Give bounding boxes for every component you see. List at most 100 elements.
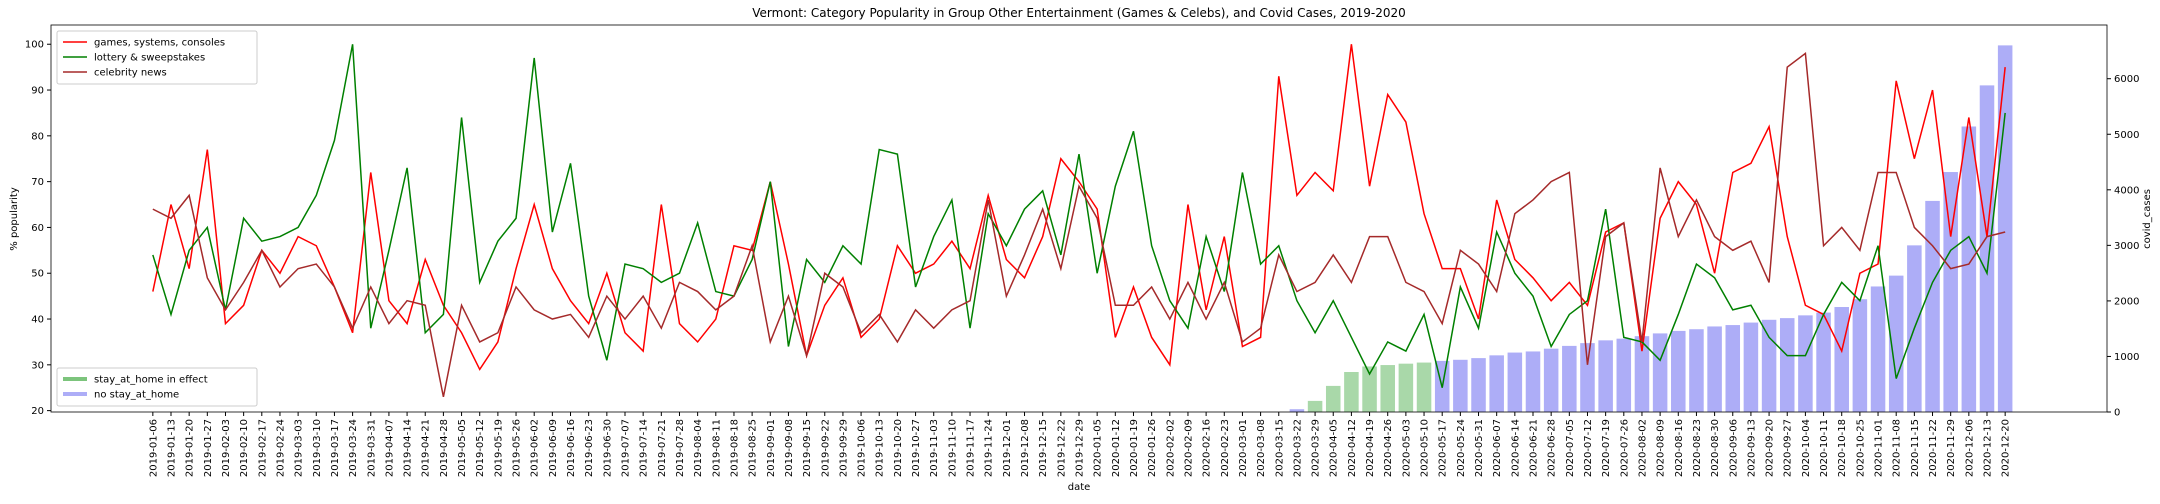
line [152, 44, 2006, 371]
bar [1852, 299, 1868, 412]
x-tick-label: 2020-07-05 [1565, 419, 1576, 477]
y-tick-label: 20 [31, 406, 44, 417]
x-tick-label: 2020-10-04 [1801, 419, 1812, 477]
x-tick-label: 2020-02-16 [1202, 419, 1213, 477]
x-tick-label: 2020-05-03 [1401, 419, 1412, 477]
x-tick-label: 2019-05-19 [493, 419, 504, 477]
x-tick-label: 2019-10-20 [893, 419, 904, 477]
x-tick-label: 2020-01-12 [1111, 419, 1122, 477]
bar [1779, 318, 1795, 412]
x-tick-label: 2019-02-03 [221, 419, 232, 477]
x-tick-label: 2019-07-07 [621, 419, 632, 477]
y2-tick-label: 5000 [2114, 130, 2139, 141]
legend: stay_at_home in effect no stay_at_home [56, 367, 258, 407]
x-tick-label: 2020-07-19 [1601, 419, 1612, 477]
bar [1943, 172, 1958, 412]
x-tick-label: 2019-06-02 [530, 419, 541, 477]
x-tick-label: 2020-10-18 [1837, 419, 1848, 477]
x-tick-label: 2020-11-08 [1892, 419, 1903, 477]
y2-tick-label: 3000 [2114, 241, 2139, 252]
x-tick-label: 2019-04-14 [403, 419, 414, 477]
x-tick-label: 2019-03-10 [312, 419, 323, 477]
x-tick-label: 2020-05-10 [1420, 419, 1431, 477]
y2-tick-label: 1000 [2114, 352, 2139, 363]
bar [1725, 325, 1741, 412]
bar [1598, 340, 1613, 412]
x-tick-label: 2020-11-15 [1910, 419, 1921, 477]
bar [1289, 409, 1305, 412]
x-tick-label: 2020-07-26 [1619, 419, 1630, 477]
y-tick-label: 100 [25, 40, 44, 51]
x-tick-label: 2020-05-31 [1474, 419, 1485, 477]
x-tick-label: 2019-08-04 [693, 419, 704, 477]
x-tick-label: 2020-09-20 [1765, 419, 1776, 477]
x-tick-label: 2019-03-31 [366, 419, 377, 477]
x-tick-label: 2019-01-20 [185, 419, 196, 477]
legend-label: stay_at_home in effect [94, 375, 208, 386]
bar [1961, 126, 1977, 413]
x-tick-label: 2019-07-14 [639, 419, 650, 477]
x-tick-label: 2019-01-27 [203, 419, 214, 477]
x-tick-label: 2020-11-01 [1874, 419, 1885, 477]
x-tick-label: 2019-03-24 [348, 419, 359, 477]
bar [1997, 45, 2013, 413]
y-tick-label: 50 [31, 269, 44, 280]
x-tick-label: 2020-03-08 [1256, 419, 1267, 477]
x-tick-label: 2020-05-24 [1456, 419, 1467, 477]
bar [1562, 345, 1577, 412]
bar [1689, 329, 1704, 412]
x-tick-label: 2019-02-10 [239, 419, 250, 477]
x-tick-label: 2020-03-01 [1238, 419, 1249, 477]
x-tick-label: 2020-05-17 [1438, 419, 1449, 477]
legend-box [56, 367, 258, 407]
x-tick-label: 2019-05-26 [512, 419, 523, 477]
x-tick-label: 2020-02-09 [1183, 419, 1194, 477]
x-tick-label: 2019-11-17 [966, 419, 977, 477]
x-tick-label: 2019-01-06 [148, 419, 159, 477]
x-tick-label: 2020-03-15 [1274, 419, 1285, 477]
x-tick-label: 2019-08-18 [729, 419, 740, 477]
x-tick-label: 2020-03-22 [1292, 419, 1303, 477]
bar [1888, 275, 1904, 412]
x-tick-label: 2019-07-28 [675, 419, 686, 477]
line [152, 44, 2006, 388]
x-tick-label: 2019-04-28 [439, 419, 450, 477]
bar [1834, 307, 1849, 412]
x-tick-label: 2020-06-21 [1529, 419, 1540, 477]
x-tick-label: 2020-08-30 [1710, 419, 1721, 477]
bar [1380, 365, 1395, 412]
y-tick-label: 60 [31, 223, 44, 234]
y2-tick-label: 0 [2114, 408, 2120, 419]
bar [1489, 355, 1504, 412]
x-tick-label: 2020-01-19 [1129, 419, 1140, 477]
x-tick-label: 2019-04-07 [384, 419, 395, 477]
bar [1743, 322, 1759, 412]
x-tick-label: 2019-09-08 [784, 419, 795, 477]
x-tick-label: 2019-02-17 [257, 419, 268, 477]
x-tick-label: 2020-06-07 [1492, 419, 1503, 477]
bar [1507, 352, 1523, 412]
x-tick-label: 2020-10-25 [1855, 419, 1866, 477]
bar [1671, 330, 1686, 412]
bar [1707, 326, 1722, 412]
x-tick-label: 2020-06-14 [1510, 419, 1521, 477]
x-tick-label: 2020-12-06 [1964, 419, 1975, 477]
x-tick-label: 2020-08-02 [1637, 419, 1648, 477]
x-tick-label: 2020-02-23 [1220, 419, 1231, 477]
bar [1325, 385, 1341, 412]
y-tick-label: 90 [31, 86, 44, 97]
bar [1979, 85, 1995, 412]
chart-title: Vermont: Category Popularity in Group Ot… [752, 6, 1406, 20]
x-axis-label: date [1068, 482, 1091, 493]
bar [1416, 362, 1432, 412]
x-tick-label: 2020-07-12 [1583, 419, 1594, 477]
x-tick-label: 2019-06-09 [548, 419, 559, 477]
x-tick-label: 2019-12-22 [1056, 419, 1067, 477]
x-tick-label: 2020-09-13 [1746, 419, 1757, 477]
x-tick-label: 2020-11-29 [1946, 419, 1957, 477]
y-tick-label: 70 [31, 177, 44, 188]
y2-axis-label: covid_cases [2142, 189, 2153, 249]
x-tick-label: 2019-11-03 [929, 419, 940, 477]
bar [1453, 359, 1468, 412]
